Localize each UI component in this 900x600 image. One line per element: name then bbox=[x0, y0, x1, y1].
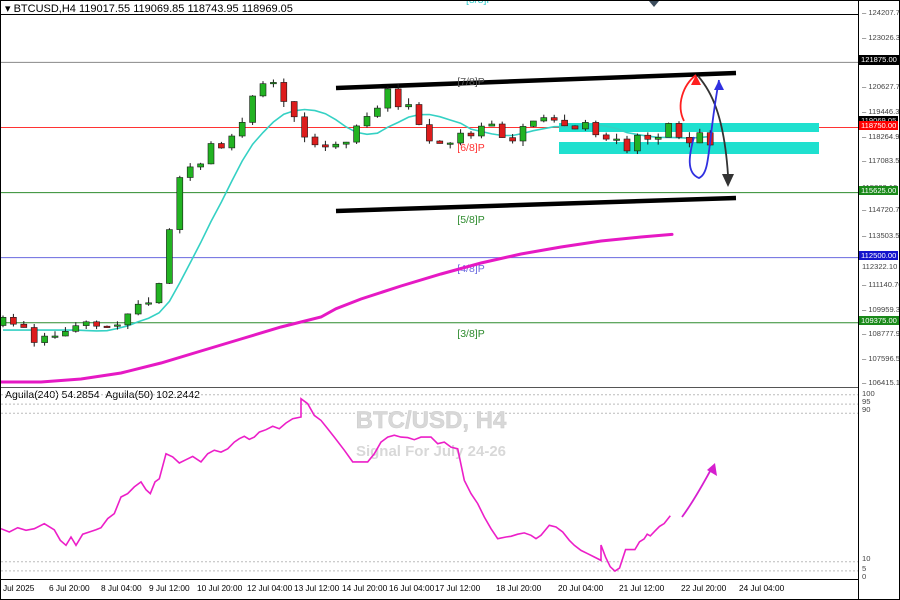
svg-text:BTC/USD, H4: BTC/USD, H4 bbox=[356, 407, 507, 434]
svg-text:[3/8]P: [3/8]P bbox=[457, 328, 484, 340]
svg-text:[7/8]P: [7/8]P bbox=[457, 76, 484, 88]
svg-text:[6/8]P: [6/8]P bbox=[457, 142, 484, 154]
svg-text:[5/8]P: [5/8]P bbox=[457, 214, 484, 226]
